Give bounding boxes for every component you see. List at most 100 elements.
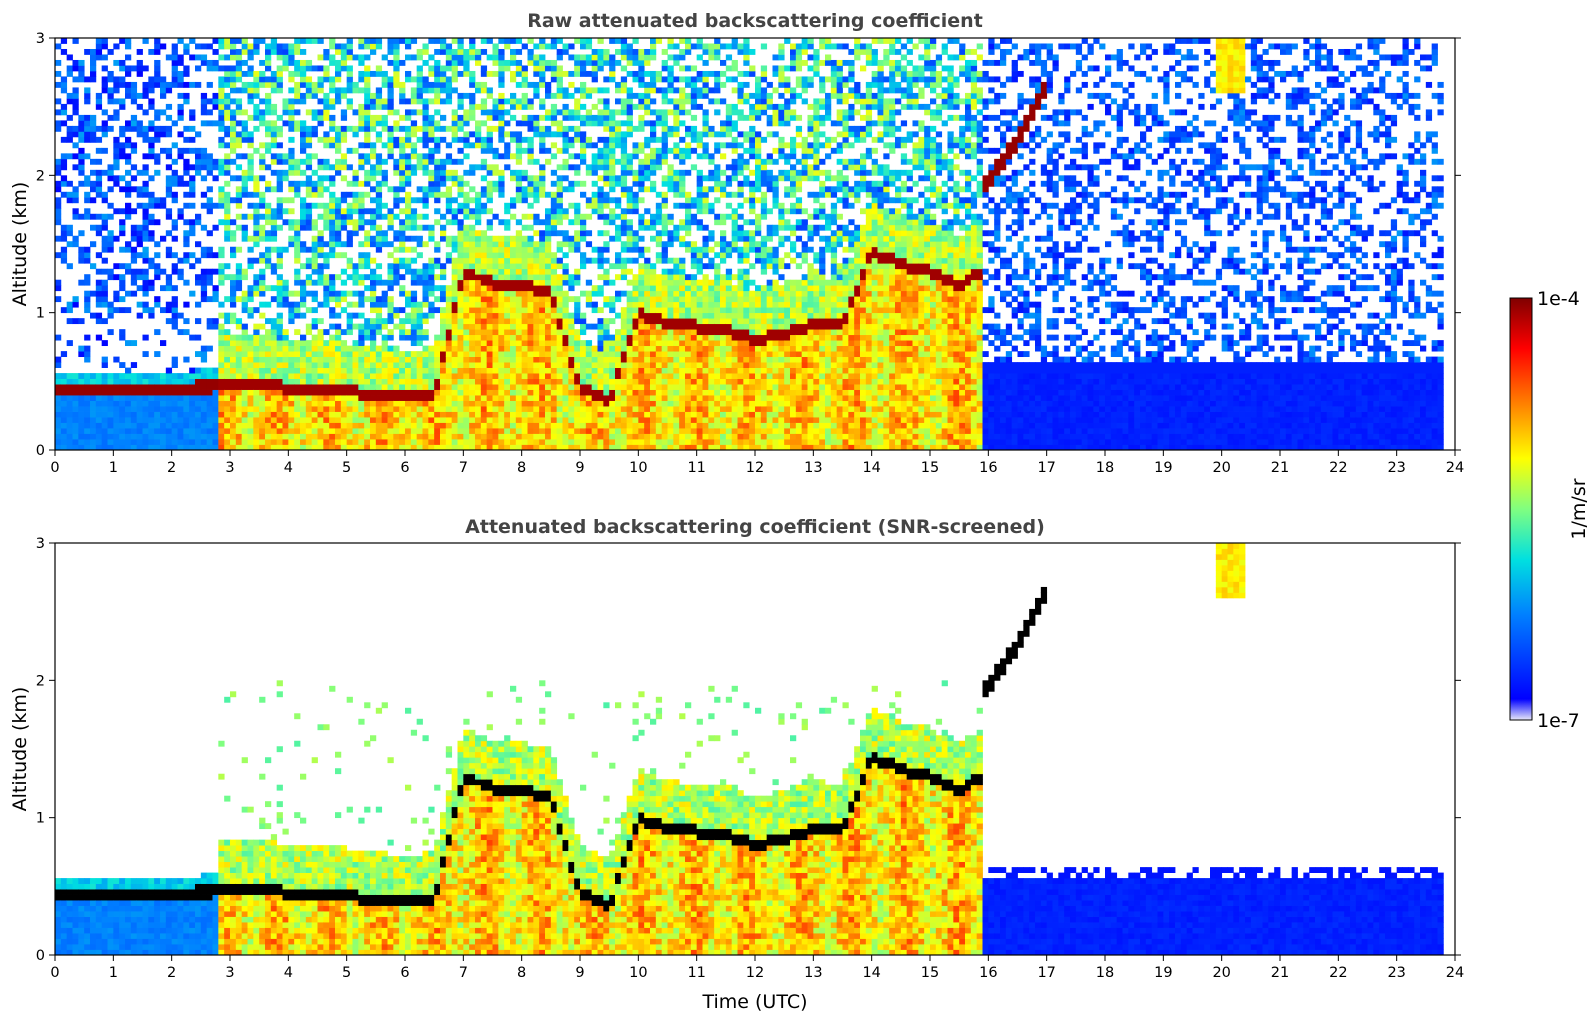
heatmap-cell bbox=[515, 312, 523, 319]
heatmap-cell bbox=[597, 48, 604, 55]
heatmap-cell bbox=[416, 356, 423, 363]
heatmap-cell bbox=[125, 43, 132, 50]
heatmap-cell bbox=[469, 439, 476, 445]
heatmap-cell bbox=[259, 444, 266, 450]
heatmap-cell bbox=[323, 400, 330, 407]
heatmap-cell bbox=[585, 422, 593, 429]
heatmap-cell bbox=[533, 59, 540, 66]
heatmap-cell bbox=[235, 191, 243, 198]
heatmap-cell bbox=[370, 444, 377, 450]
heatmap-cell bbox=[265, 422, 272, 429]
heatmap-cell bbox=[160, 373, 167, 379]
heatmap-cell bbox=[515, 131, 523, 138]
heatmap-cell bbox=[276, 296, 283, 303]
heatmap-cell bbox=[521, 422, 528, 429]
heatmap-cell bbox=[527, 274, 534, 281]
heatmap-cell bbox=[270, 213, 278, 220]
heatmap-cell bbox=[539, 395, 546, 401]
heatmap-cell bbox=[568, 70, 575, 77]
heatmap-cell bbox=[515, 433, 523, 440]
heatmap-cell bbox=[370, 329, 377, 336]
heatmap-cell bbox=[539, 186, 546, 193]
heatmap-cell bbox=[352, 378, 359, 385]
heatmap-cell bbox=[416, 428, 423, 434]
heatmap-cell bbox=[451, 356, 458, 363]
heatmap-cell bbox=[405, 38, 412, 44]
heatmap-cell bbox=[335, 241, 342, 248]
heatmap-cell bbox=[620, 290, 628, 297]
heatmap-cell bbox=[451, 257, 458, 264]
heatmap-cell bbox=[241, 428, 248, 434]
heatmap-cell bbox=[504, 109, 511, 116]
heatmap-cell bbox=[609, 428, 616, 434]
heatmap-cell bbox=[475, 136, 482, 143]
heatmap-cell bbox=[451, 65, 458, 72]
heatmap-cell bbox=[562, 384, 569, 390]
heatmap-cell bbox=[405, 54, 412, 61]
heatmap-cell bbox=[125, 142, 132, 149]
heatmap-cell bbox=[597, 384, 604, 390]
heatmap-cell bbox=[212, 285, 219, 292]
heatmap-cell bbox=[125, 246, 132, 253]
heatmap-cell bbox=[346, 290, 353, 297]
heatmap-cell bbox=[527, 400, 534, 407]
heatmap-cell bbox=[101, 373, 108, 379]
heatmap-cell bbox=[603, 197, 610, 204]
heatmap-cell bbox=[626, 373, 633, 379]
heatmap-cell bbox=[422, 395, 429, 401]
heatmap-cell bbox=[399, 180, 406, 187]
heatmap-cell bbox=[521, 92, 528, 99]
heatmap-cell bbox=[393, 274, 400, 281]
heatmap-cell bbox=[562, 290, 569, 297]
heatmap-cell bbox=[440, 224, 447, 231]
heatmap-cell bbox=[597, 98, 604, 105]
heatmap-cell bbox=[498, 428, 505, 434]
heatmap-cell bbox=[136, 120, 143, 127]
heatmap-cell bbox=[393, 197, 400, 204]
heatmap-cell bbox=[200, 103, 208, 110]
heatmap-cell bbox=[399, 389, 406, 396]
heatmap-cell bbox=[580, 422, 587, 429]
heatmap-cell bbox=[154, 114, 161, 121]
heatmap-cell bbox=[609, 395, 616, 401]
heatmap-cell bbox=[469, 224, 476, 231]
heatmap-cell bbox=[60, 351, 68, 358]
heatmap-cell bbox=[119, 131, 126, 138]
heatmap-cell bbox=[475, 307, 482, 314]
heatmap-cell bbox=[136, 422, 143, 429]
heatmap-cell bbox=[317, 389, 324, 396]
heatmap-cell bbox=[311, 428, 318, 434]
heatmap-cell bbox=[580, 230, 587, 237]
heatmap-cell bbox=[533, 301, 540, 308]
heatmap-cell bbox=[562, 87, 569, 94]
heatmap-cell bbox=[410, 384, 418, 390]
heatmap-cell bbox=[282, 197, 289, 204]
heatmap-cell bbox=[597, 400, 604, 407]
heatmap-cell bbox=[329, 411, 336, 418]
heatmap-cell bbox=[387, 131, 394, 138]
heatmap-cell bbox=[346, 164, 353, 171]
heatmap-cell bbox=[136, 252, 143, 259]
heatmap-cell bbox=[463, 345, 470, 352]
heatmap-cell bbox=[603, 395, 610, 401]
heatmap-cell bbox=[265, 428, 272, 434]
heatmap-cell bbox=[603, 142, 610, 149]
heatmap-cell bbox=[282, 329, 289, 336]
heatmap-cell bbox=[165, 175, 173, 182]
heatmap-cell bbox=[358, 54, 365, 61]
heatmap-cell bbox=[510, 246, 517, 253]
heatmap-cell bbox=[335, 334, 342, 341]
heatmap-cell bbox=[265, 389, 272, 396]
heatmap-cell bbox=[305, 38, 313, 44]
heatmap-cell bbox=[428, 406, 435, 412]
heatmap-cell bbox=[224, 224, 231, 231]
heatmap-cell bbox=[224, 263, 231, 270]
heatmap-cell bbox=[498, 59, 505, 66]
heatmap-cell bbox=[276, 246, 283, 253]
heatmap-cell bbox=[440, 318, 447, 325]
heatmap-cell bbox=[183, 158, 190, 165]
heatmap-cell bbox=[136, 406, 143, 412]
heatmap-cell bbox=[457, 257, 464, 264]
heatmap-cell bbox=[142, 285, 149, 292]
heatmap-cell bbox=[585, 197, 593, 204]
